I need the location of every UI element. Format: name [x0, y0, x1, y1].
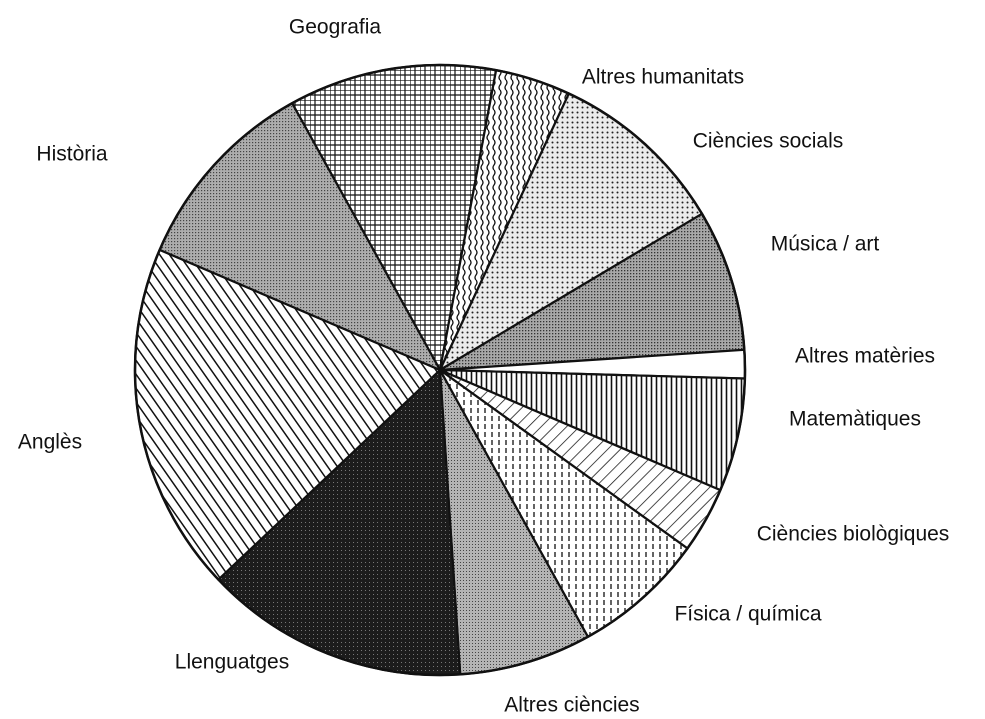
slice-label: Altres humanitats — [582, 66, 744, 89]
slice-label: Ciències biològiques — [757, 523, 950, 546]
slice-label: Matemàtiques — [789, 408, 921, 431]
slice-label: Física / química — [674, 603, 821, 626]
slice-label: Geografia — [289, 16, 382, 39]
pie — [133, 63, 747, 677]
slice-label: Altres ciències — [504, 694, 639, 717]
slice-label: Ciències socials — [693, 130, 844, 153]
pie-outline — [133, 63, 747, 677]
slice-label: Altres matèries — [795, 345, 935, 368]
slice-label: Llenguatges — [175, 651, 289, 674]
slice-label: Història — [36, 143, 108, 166]
slice-label: Música / art — [771, 233, 880, 256]
slice-label: Anglès — [18, 431, 82, 454]
